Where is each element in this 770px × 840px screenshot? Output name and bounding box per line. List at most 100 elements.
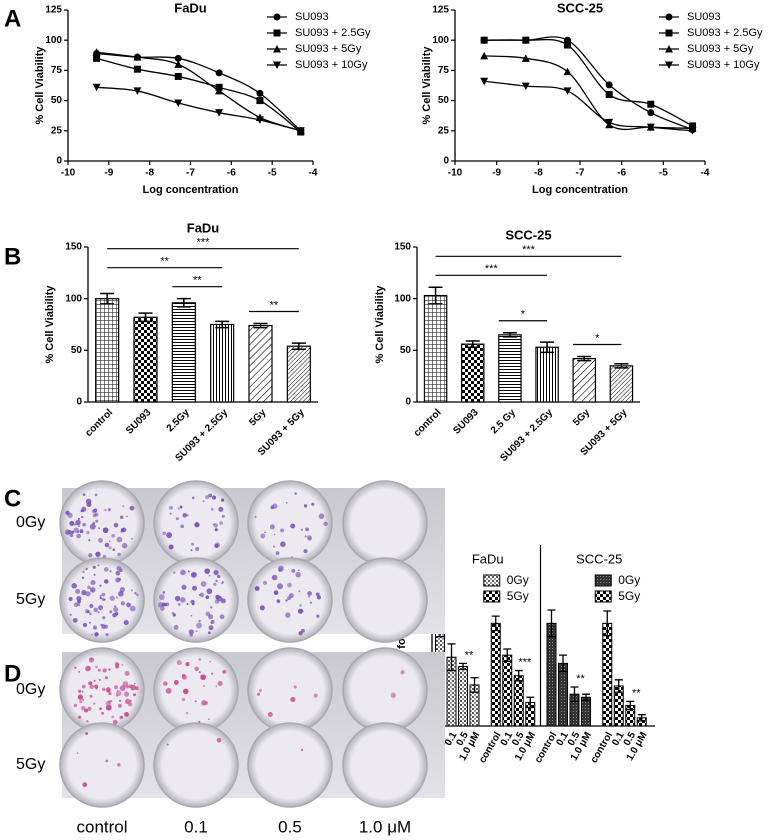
marker <box>480 36 488 44</box>
colony <box>76 533 81 539</box>
marker <box>480 77 489 86</box>
x-tick-label: -9 <box>104 168 113 179</box>
colony <box>130 537 133 540</box>
colony <box>290 523 296 529</box>
colony <box>191 542 195 546</box>
colony <box>82 782 88 788</box>
colony <box>162 591 166 594</box>
y-axis-label: % Cell Viability <box>44 285 56 364</box>
column-label: 0.5 <box>278 817 302 836</box>
colony <box>82 493 86 496</box>
colony <box>108 668 111 671</box>
colony <box>208 625 214 631</box>
colony <box>271 574 278 581</box>
error-bar <box>570 686 579 703</box>
colony <box>111 534 115 538</box>
colony <box>172 613 176 617</box>
marker <box>133 53 142 61</box>
colony <box>81 690 84 693</box>
colony <box>306 535 312 541</box>
x-tick-label: 5Gy <box>247 407 268 428</box>
colony <box>109 610 113 614</box>
colony <box>273 590 279 596</box>
curve <box>96 86 301 132</box>
marker <box>665 45 673 53</box>
bar <box>546 622 557 727</box>
colony <box>81 590 87 596</box>
colony <box>93 702 96 705</box>
colony <box>79 529 84 534</box>
colony <box>216 737 222 743</box>
marker <box>273 61 281 69</box>
colony <box>177 507 180 510</box>
colony <box>74 523 77 526</box>
colony <box>76 752 79 754</box>
legend-label: SU093 <box>295 11 329 23</box>
y-tick-label: 0 <box>76 397 82 408</box>
legend-label: SU093 <box>687 11 721 23</box>
colony <box>77 599 81 604</box>
colony <box>108 546 112 550</box>
colony <box>198 671 201 674</box>
colony <box>82 622 88 627</box>
colony <box>210 622 213 625</box>
colony <box>86 530 90 535</box>
significance-label: ** <box>632 687 641 699</box>
significance-label: ** <box>270 299 279 311</box>
marker <box>665 13 673 21</box>
colony <box>82 698 85 701</box>
colony <box>88 657 95 663</box>
colony <box>129 605 136 612</box>
colony <box>219 596 222 598</box>
bar <box>133 316 158 403</box>
colony <box>390 692 396 698</box>
colony <box>267 711 273 718</box>
colony <box>305 527 309 532</box>
colony <box>73 703 78 708</box>
colony <box>92 508 97 514</box>
y-tick-label: 125 <box>432 5 449 16</box>
colony <box>69 533 74 538</box>
significance-label: *** <box>518 656 532 668</box>
colony <box>81 515 84 519</box>
well <box>247 480 333 566</box>
marker <box>255 116 264 124</box>
colony <box>278 568 283 572</box>
bar <box>572 358 596 403</box>
colony <box>95 551 101 557</box>
colony <box>182 512 188 518</box>
marker <box>215 86 224 95</box>
marker <box>665 29 673 37</box>
colony <box>93 607 99 613</box>
marker <box>605 91 613 99</box>
colony <box>190 614 193 617</box>
bar <box>602 622 613 727</box>
colony <box>181 674 187 680</box>
error-bar <box>577 355 592 362</box>
colony <box>185 711 189 715</box>
error-bar <box>459 662 467 671</box>
colony <box>256 692 261 696</box>
legend-label: 0Gy <box>507 573 529 587</box>
colony <box>107 508 111 512</box>
colony <box>115 577 121 583</box>
bar <box>502 654 513 727</box>
y-tick-label: 125 <box>45 5 62 16</box>
colony <box>65 510 70 516</box>
colony <box>169 505 173 510</box>
colony <box>288 593 294 599</box>
marker <box>605 81 613 89</box>
colony <box>280 528 285 533</box>
legend-label: SU093 + 10Gy <box>295 59 368 71</box>
error-bar <box>447 643 456 672</box>
colony <box>290 696 296 703</box>
bar <box>513 675 524 727</box>
colony <box>78 689 82 693</box>
colony <box>122 505 125 508</box>
colony <box>303 504 308 508</box>
colony <box>275 551 280 555</box>
colony <box>215 685 218 688</box>
colony <box>186 514 189 517</box>
colony <box>203 685 205 687</box>
y-tick-label: 0 <box>405 397 411 408</box>
